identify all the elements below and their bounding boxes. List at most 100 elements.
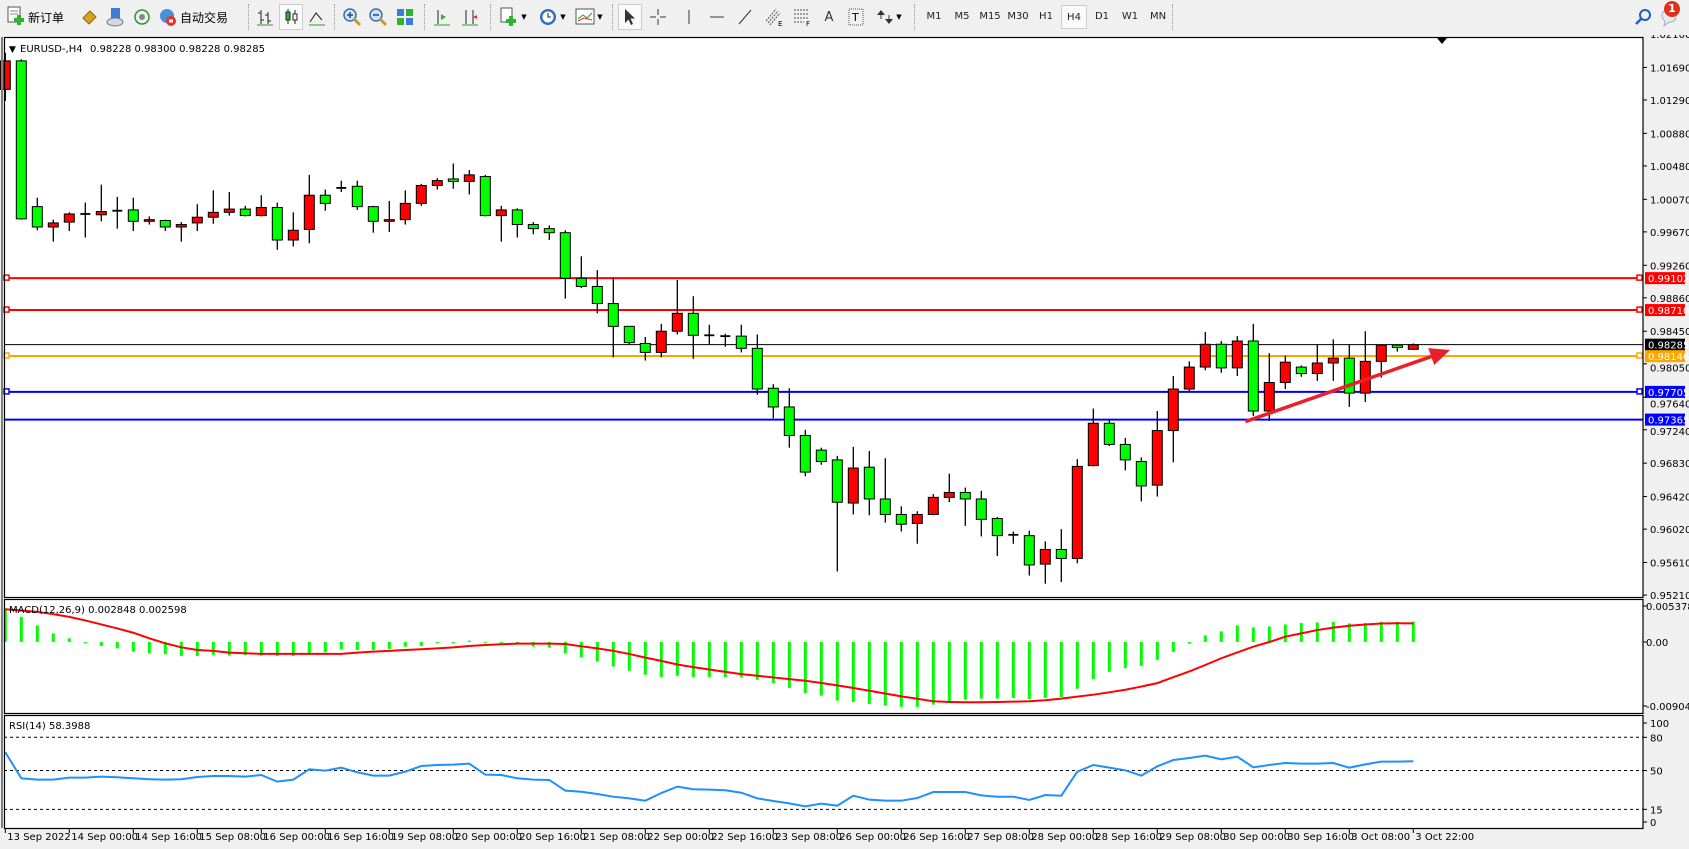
tile-windows-button[interactable]	[393, 4, 417, 30]
candle[interactable]	[431, 178, 443, 190]
candle[interactable]	[143, 216, 155, 225]
candle[interactable]	[704, 324, 715, 345]
candle[interactable]	[559, 230, 571, 299]
candle[interactable]	[927, 494, 939, 516]
candle[interactable]	[831, 455, 843, 572]
timeframe-m30[interactable]: M30	[1007, 11, 1029, 22]
trend-arrow-head-icon[interactable]	[1428, 348, 1451, 366]
cursor-button[interactable]	[618, 4, 642, 30]
indicators-dropdown[interactable]: ▼	[496, 4, 530, 30]
auto-trading-button[interactable]: 自动交易	[158, 4, 244, 30]
candle[interactable]	[367, 205, 379, 233]
candle[interactable]	[767, 384, 779, 419]
chart-shift-marker-icon[interactable]	[1437, 38, 1447, 44]
candle[interactable]	[1343, 344, 1355, 407]
candle[interactable]	[1151, 411, 1163, 497]
signals-button[interactable]	[131, 4, 153, 30]
experts-button[interactable]	[78, 4, 100, 30]
candle[interactable]	[943, 473, 955, 503]
candle[interactable]	[351, 180, 363, 210]
candle[interactable]	[959, 487, 971, 526]
candle[interactable]	[1247, 323, 1259, 416]
macd-panel[interactable]	[3, 608, 1415, 707]
new-order-button[interactable]: 新订单	[6, 4, 70, 30]
candle[interactable]	[336, 180, 347, 192]
candle[interactable]	[879, 458, 891, 523]
candle[interactable]	[687, 296, 699, 359]
main-price-panel[interactable]	[0, 38, 1643, 584]
candle[interactable]	[159, 219, 171, 232]
candle[interactable]	[191, 204, 203, 232]
candle[interactable]	[1167, 376, 1179, 463]
horizontal-line-button[interactable]	[706, 4, 728, 30]
candle[interactable]	[1071, 459, 1083, 564]
candle[interactable]	[1135, 457, 1147, 502]
timeframe-m1[interactable]: M1	[926, 11, 942, 22]
candle[interactable]	[1183, 361, 1195, 393]
candle[interactable]	[95, 184, 107, 222]
candle[interactable]	[175, 222, 187, 242]
candle[interactable]	[1087, 408, 1099, 467]
timeframe-h4[interactable]: H4	[1061, 5, 1087, 29]
candle[interactable]	[447, 163, 459, 189]
timeframe-m15[interactable]: M15	[979, 11, 1001, 22]
candle[interactable]	[239, 205, 251, 217]
symbol-dropdown-arrow[interactable]: ▼	[9, 45, 16, 55]
vertical-line-button[interactable]	[678, 4, 700, 30]
candle[interactable]	[1391, 344, 1403, 352]
candle[interactable]	[1295, 365, 1307, 377]
candle[interactable]	[1008, 531, 1019, 544]
candle[interactable]	[303, 174, 315, 244]
candle[interactable]	[1327, 339, 1339, 381]
candle[interactable]	[639, 336, 651, 361]
zoom-out-button[interactable]	[366, 4, 390, 30]
candle[interactable]	[15, 59, 27, 220]
candle[interactable]	[415, 183, 427, 206]
candle[interactable]	[655, 323, 667, 358]
periods-dropdown[interactable]: ▼	[535, 4, 569, 30]
candle[interactable]	[991, 516, 1003, 556]
candle[interactable]	[207, 190, 219, 224]
candle[interactable]	[1279, 355, 1291, 390]
candle[interactable]	[1055, 529, 1067, 583]
candle[interactable]	[1199, 332, 1211, 371]
candle[interactable]	[112, 196, 123, 229]
candle[interactable]	[591, 270, 603, 314]
line-handle-right[interactable]	[1636, 388, 1643, 395]
candle[interactable]	[623, 325, 635, 345]
trend-arrow-shaft[interactable]	[1244, 354, 1432, 424]
chart-window[interactable]: 1.02100 1.01690 1.01290 1.00880 1.00480 1.000…	[0, 35, 1689, 849]
candle[interactable]	[47, 219, 59, 242]
candle[interactable]	[1039, 541, 1051, 584]
candle[interactable]	[815, 447, 827, 465]
timeframe-mn[interactable]: MN	[1149, 11, 1167, 22]
candle[interactable]	[31, 197, 43, 231]
candle[interactable]	[735, 324, 747, 353]
candle[interactable]	[1023, 530, 1035, 576]
candle[interactable]	[0, 52, 11, 101]
candle[interactable]	[895, 506, 907, 532]
candle[interactable]	[720, 333, 731, 347]
timeframe-m5[interactable]: M5	[954, 11, 970, 22]
text-button[interactable]: A	[818, 4, 840, 30]
bar-chart-button[interactable]	[254, 4, 276, 30]
timeframe-h1[interactable]: H1	[1039, 11, 1053, 22]
candle[interactable]	[1375, 344, 1387, 378]
timeframe-d1[interactable]: D1	[1094, 11, 1110, 22]
candle[interactable]	[319, 189, 331, 211]
history-center-button[interactable]	[104, 4, 126, 30]
candle[interactable]	[1103, 419, 1115, 447]
candle[interactable]	[255, 195, 267, 217]
line-handle-right[interactable]	[1636, 274, 1643, 281]
rsi-panel[interactable]	[4, 736, 1643, 810]
arrows-dropdown[interactable]: ▼	[872, 4, 906, 30]
candle[interactable]	[1311, 344, 1323, 381]
line-handle-right[interactable]	[1636, 306, 1643, 313]
candle[interactable]	[63, 212, 75, 232]
templates-dropdown[interactable]: ▼	[572, 4, 606, 30]
candle[interactable]	[223, 191, 235, 216]
candle[interactable]	[383, 200, 395, 232]
line-chart-button[interactable]	[306, 4, 328, 30]
candle[interactable]	[287, 212, 299, 247]
candle[interactable]	[1263, 353, 1275, 421]
